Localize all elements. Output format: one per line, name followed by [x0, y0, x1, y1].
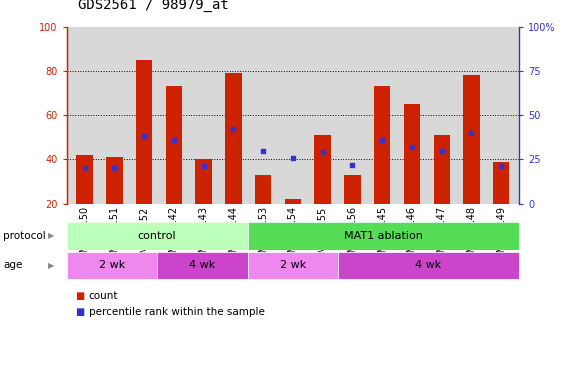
- Point: [437, 147, 447, 154]
- Point: [318, 149, 327, 156]
- Bar: [77, 155, 93, 204]
- Bar: [345, 175, 361, 204]
- Text: age: age: [3, 260, 22, 270]
- Point: [139, 133, 148, 139]
- Text: ■: ■: [75, 291, 85, 301]
- Text: GDS2561 / 98979_at: GDS2561 / 98979_at: [78, 0, 229, 12]
- Text: 2 wk: 2 wk: [280, 260, 306, 270]
- Bar: [493, 162, 509, 204]
- Point: [348, 162, 357, 168]
- Text: MAT1 ablation: MAT1 ablation: [344, 231, 423, 241]
- Point: [110, 165, 119, 171]
- Bar: [225, 73, 241, 204]
- Text: 2 wk: 2 wk: [99, 260, 125, 270]
- Point: [288, 154, 298, 161]
- Bar: [374, 86, 390, 204]
- Bar: [463, 76, 480, 204]
- Text: percentile rank within the sample: percentile rank within the sample: [89, 307, 264, 317]
- Bar: [248, 252, 338, 279]
- Point: [496, 163, 506, 169]
- Bar: [285, 199, 301, 204]
- Bar: [67, 222, 248, 250]
- Bar: [404, 104, 420, 204]
- Bar: [248, 222, 519, 250]
- Point: [378, 137, 387, 143]
- Bar: [67, 252, 157, 279]
- Point: [80, 165, 89, 171]
- Text: ▶: ▶: [48, 261, 55, 270]
- Text: 4 wk: 4 wk: [415, 260, 442, 270]
- Text: ■: ■: [75, 307, 85, 317]
- Text: count: count: [89, 291, 118, 301]
- Bar: [338, 252, 519, 279]
- Bar: [255, 175, 271, 204]
- Point: [467, 130, 476, 136]
- Text: 4 wk: 4 wk: [189, 260, 216, 270]
- Bar: [166, 86, 182, 204]
- Point: [259, 147, 268, 154]
- Text: protocol: protocol: [3, 231, 46, 241]
- Text: ▶: ▶: [48, 231, 55, 240]
- Bar: [314, 135, 331, 204]
- Point: [407, 144, 416, 150]
- Bar: [157, 252, 248, 279]
- Bar: [136, 60, 153, 204]
- Point: [199, 163, 208, 169]
- Text: control: control: [138, 231, 176, 241]
- Bar: [106, 157, 122, 204]
- Bar: [433, 135, 450, 204]
- Point: [229, 126, 238, 132]
- Bar: [195, 159, 212, 204]
- Point: [169, 137, 179, 143]
